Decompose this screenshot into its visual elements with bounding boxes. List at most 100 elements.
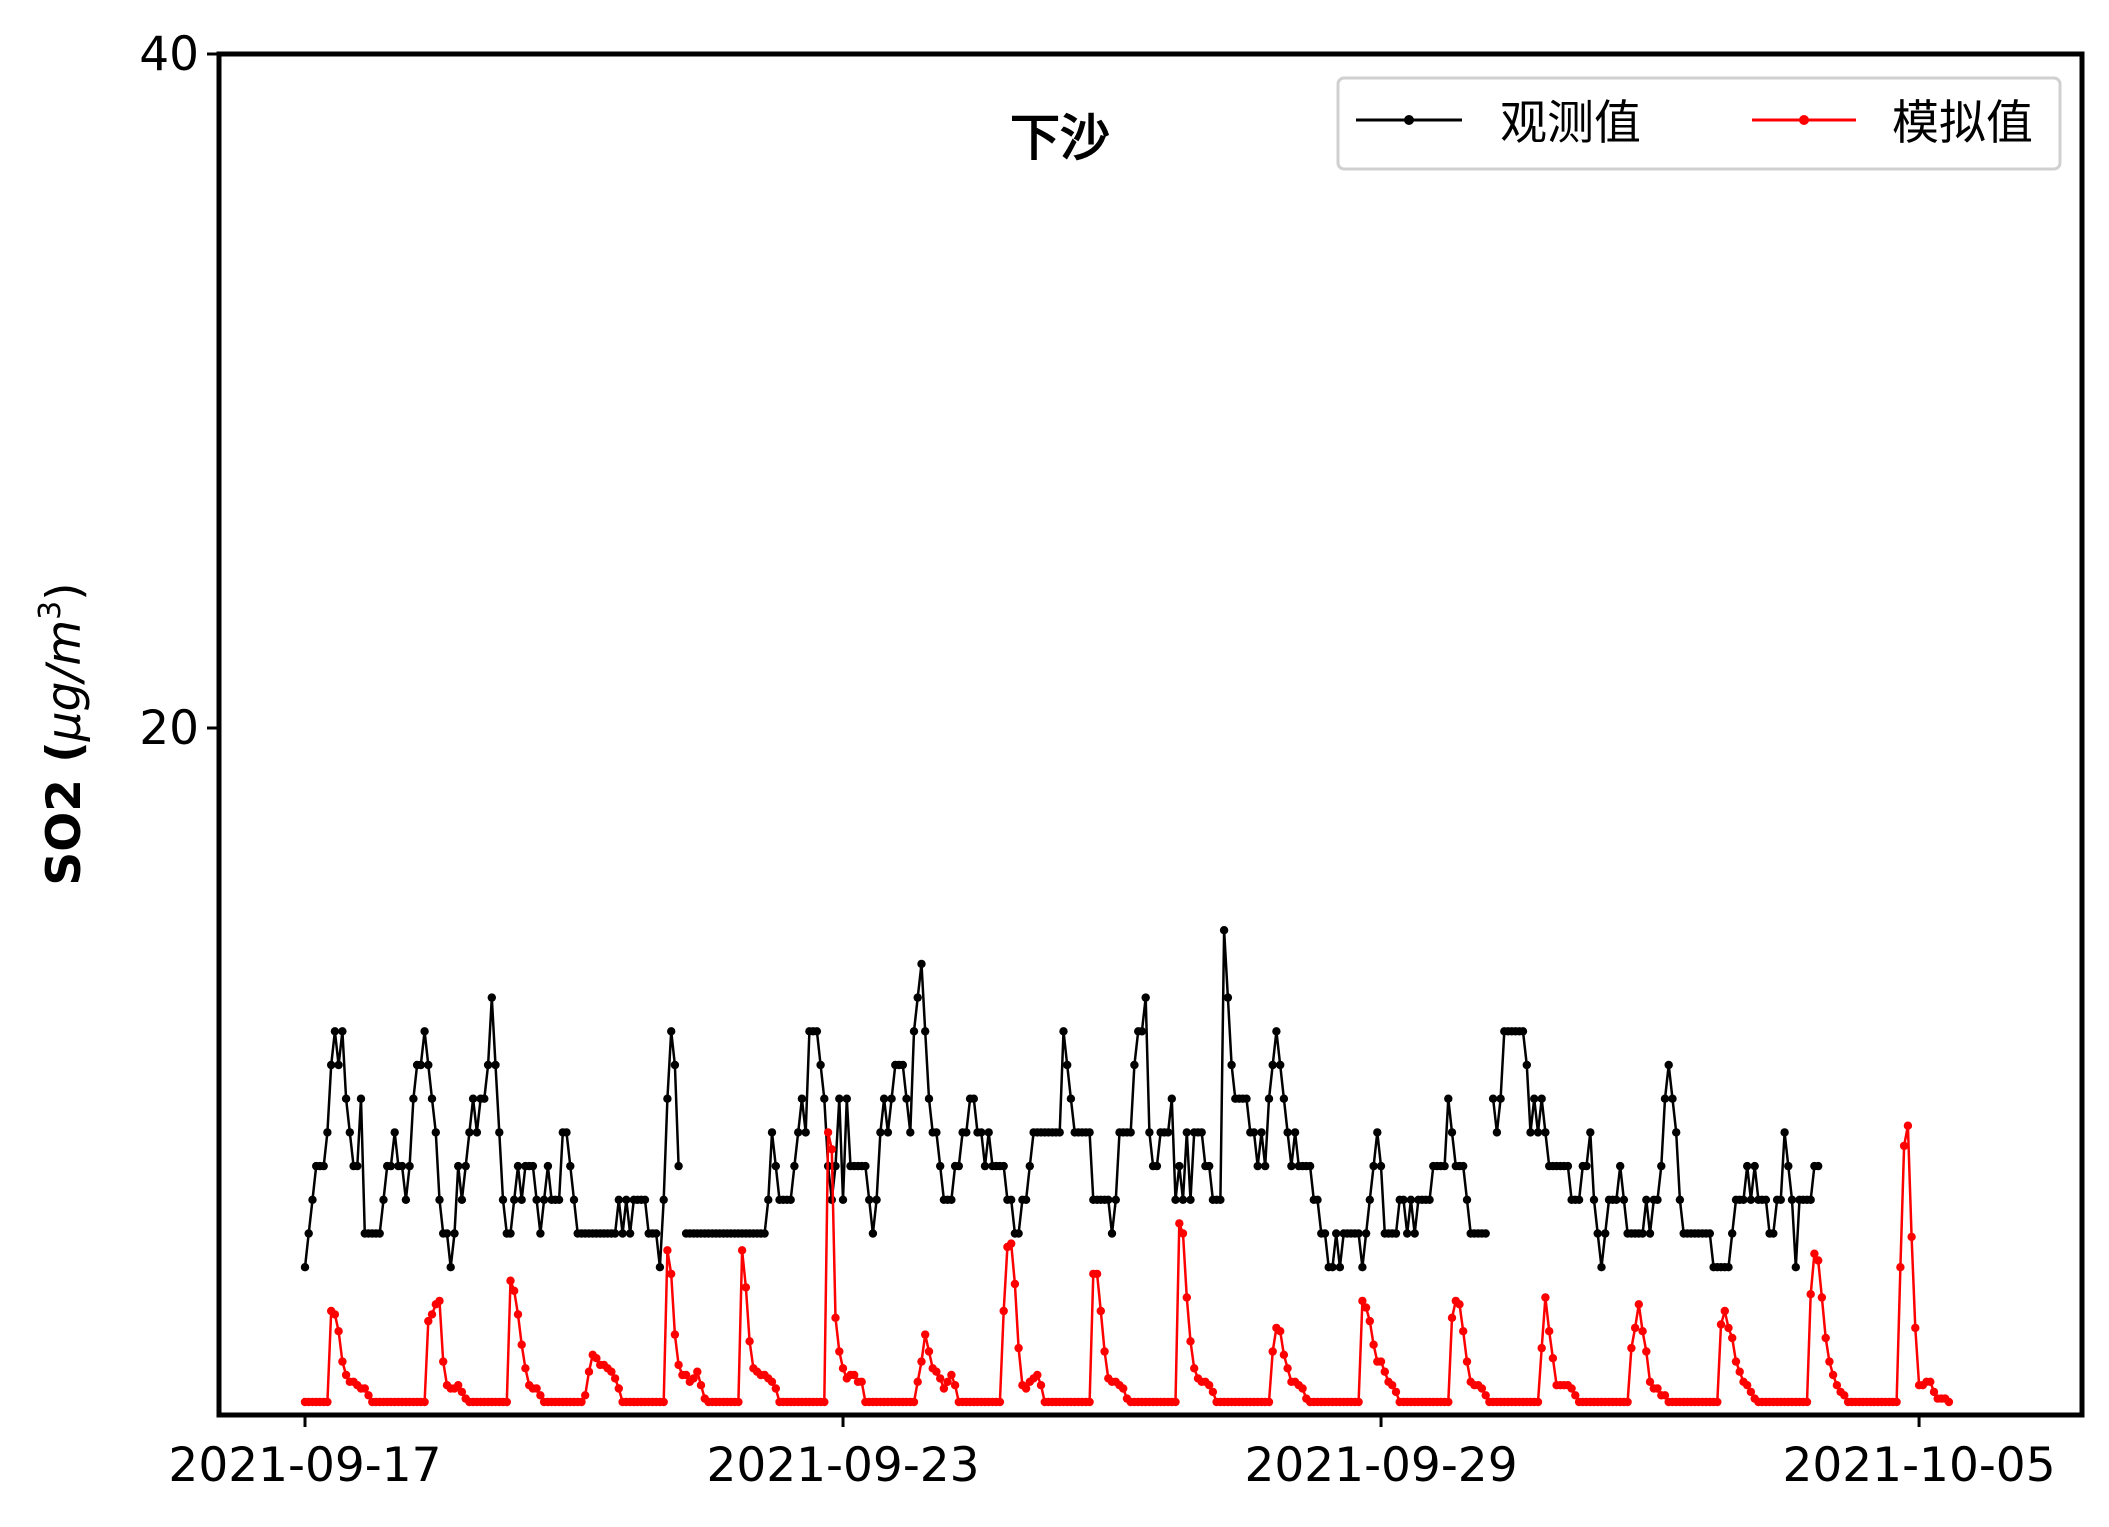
data-point [1399, 1195, 1408, 1205]
data-point [334, 1060, 343, 1070]
data-point [842, 1094, 851, 1103]
data-point [1219, 926, 1229, 935]
data-point [517, 1195, 526, 1205]
data-point [1720, 1306, 1730, 1316]
data-point [909, 1397, 919, 1407]
data-point [1746, 1387, 1756, 1397]
plot-frame [216, 51, 2085, 1418]
data-point [446, 1263, 455, 1272]
data-point [1522, 1060, 1532, 1070]
data-point [1537, 1094, 1546, 1103]
data-point [816, 1060, 825, 1070]
x-tick-label: 2021-09-29 [1244, 1438, 1517, 1493]
data-point [1929, 1387, 1939, 1397]
data-point [1276, 1060, 1285, 1070]
data-point [1713, 1397, 1722, 1407]
data-point [562, 1128, 571, 1137]
data-point [1814, 1161, 1823, 1171]
data-point [1825, 1357, 1834, 1366]
data-point [386, 1161, 396, 1171]
data-point [1365, 1195, 1375, 1205]
data-point [1354, 1397, 1363, 1407]
data-point [338, 1027, 347, 1036]
data-point [1660, 1094, 1670, 1103]
data-point [577, 1397, 586, 1407]
data-point [491, 1060, 500, 1070]
data-point [737, 1246, 747, 1255]
data-point [510, 1195, 519, 1205]
data-point [420, 1027, 429, 1036]
data-point [1021, 1195, 1031, 1205]
data-point [659, 1397, 668, 1407]
data-point [1462, 1195, 1472, 1205]
data-point [1358, 1263, 1367, 1272]
data-point [1716, 1320, 1726, 1329]
data-point [1739, 1195, 1748, 1205]
data-point [1616, 1161, 1625, 1171]
data-point [936, 1161, 945, 1171]
data-point [1059, 1027, 1068, 1036]
data-point [1907, 1232, 1916, 1242]
data-point [513, 1161, 523, 1171]
data-point [1526, 1128, 1535, 1137]
data-point [696, 1381, 706, 1390]
data-point [1167, 1094, 1177, 1103]
data-point [1664, 1060, 1673, 1070]
data-point [1518, 1027, 1528, 1036]
data-point [1298, 1384, 1307, 1393]
data-point [1444, 1094, 1453, 1103]
data-point [1545, 1327, 1554, 1336]
data-point [954, 1161, 963, 1171]
data-point [1892, 1397, 1901, 1407]
data-point [1567, 1384, 1576, 1393]
data-point [924, 1347, 934, 1356]
data-point [1130, 1060, 1139, 1070]
y-axis-label-sup: 3 [33, 601, 68, 620]
data-point [861, 1161, 870, 1171]
data-point [857, 1377, 866, 1387]
data-point [1601, 1229, 1610, 1238]
data-point [1593, 1229, 1602, 1238]
data-point [943, 1377, 952, 1387]
data-point [1268, 1060, 1277, 1070]
data-point [917, 959, 926, 969]
data-point [1537, 1343, 1546, 1353]
data-point [345, 1128, 354, 1137]
data-point [1675, 1195, 1685, 1205]
data-point [1787, 1195, 1797, 1205]
data-point [1780, 1128, 1789, 1137]
data-point [1268, 1347, 1277, 1356]
data-point [454, 1161, 463, 1171]
data-point [614, 1384, 623, 1393]
data-point [375, 1229, 384, 1238]
data-point [1100, 1347, 1109, 1356]
data-point [1728, 1229, 1737, 1238]
data-point [300, 1263, 310, 1272]
data-point [883, 1128, 893, 1137]
data-point [820, 1397, 829, 1407]
data-point [1107, 1229, 1117, 1238]
data-point [1369, 1340, 1378, 1349]
data-point [323, 1397, 332, 1407]
data-point [1642, 1347, 1651, 1356]
data-point [1208, 1387, 1218, 1397]
data-point [1111, 1195, 1121, 1205]
data-point [1459, 1161, 1468, 1171]
data-point [401, 1195, 411, 1205]
chart-title: 下沙 [1010, 109, 1110, 167]
data-point [879, 1094, 889, 1103]
data-point [1660, 1391, 1670, 1400]
data-point [536, 1229, 545, 1238]
data-point [1178, 1195, 1188, 1205]
data-point [1033, 1370, 1042, 1380]
data-point [498, 1195, 508, 1205]
data-point [909, 1027, 919, 1036]
data-point [1911, 1323, 1920, 1333]
data-point [1410, 1229, 1419, 1238]
data-point [543, 1161, 553, 1171]
data-point [1190, 1364, 1199, 1373]
data-point [1589, 1195, 1599, 1205]
data-point [1496, 1094, 1505, 1103]
data-point [1261, 1161, 1270, 1171]
data-point [610, 1374, 620, 1383]
